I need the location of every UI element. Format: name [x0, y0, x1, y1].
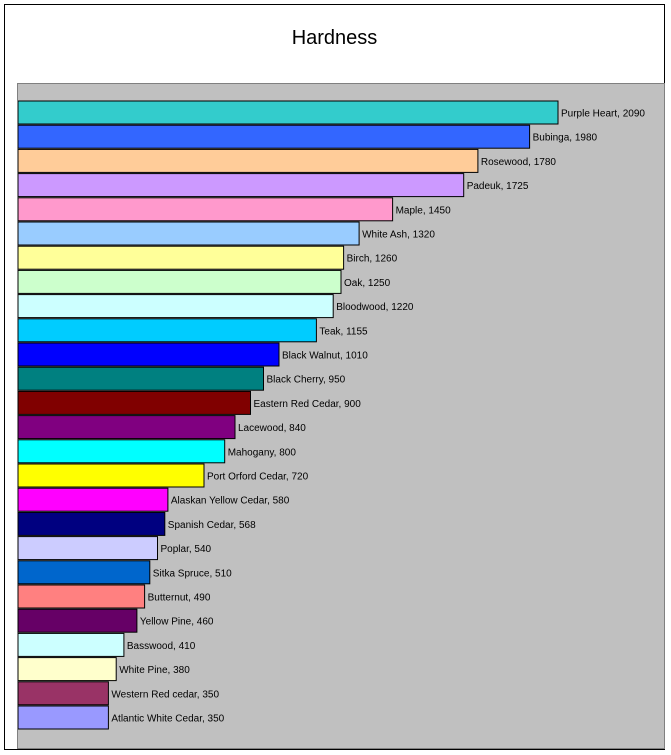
- bar-white-ash: [17, 221, 360, 246]
- bar-purple-heart: [17, 100, 559, 125]
- data-label-maple: Maple, 1450: [396, 205, 451, 216]
- bar-butternut: [17, 584, 146, 609]
- data-label-black-walnut: Black Walnut, 1010: [282, 351, 368, 362]
- data-label-western-red-cedar: Western Red cedar, 350: [111, 689, 219, 700]
- data-label-white-pine: White Pine, 380: [119, 665, 190, 676]
- chart-frame: Hardness Purple Heart, 2090 Bubinga, 1980…: [4, 4, 665, 750]
- bar-poplar: [17, 536, 158, 561]
- data-label-alaskan-yellow-cedar: Alaskan Yellow Cedar, 580: [171, 496, 290, 507]
- bar-bloodwood: [17, 294, 334, 319]
- data-label-padeuk: Padeuk, 1725: [467, 181, 529, 192]
- bar-spanish-cedar: [17, 511, 166, 536]
- data-label-bloodwood: Bloodwood, 1220: [336, 302, 414, 313]
- bar-western-red-cedar: [17, 681, 109, 706]
- data-label-rosewood: Rosewood, 1780: [481, 157, 556, 168]
- data-label-birch: Birch, 1260: [347, 254, 398, 265]
- data-label-mahogany: Mahogany, 800: [228, 447, 297, 458]
- data-label-butternut: Butternut, 490: [148, 593, 211, 604]
- data-label-spanish-cedar: Spanish Cedar, 568: [168, 520, 256, 531]
- bar-maple: [17, 197, 394, 222]
- data-label-sitka-spruce: Sitka Spruce, 510: [153, 568, 232, 579]
- bar-rosewood: [17, 148, 479, 173]
- data-label-yellow-pine: Yellow Pine, 460: [140, 617, 214, 628]
- data-label-purple-heart: Purple Heart, 2090: [561, 109, 645, 120]
- data-label-atlantic-white-cedar: Atlantic White Cedar, 350: [111, 714, 224, 725]
- bar-oak: [17, 269, 342, 294]
- data-label-oak: Oak, 1250: [344, 278, 391, 289]
- bars-svg: Purple Heart, 2090 Bubinga, 1980 Rosewood,…: [17, 100, 645, 730]
- bar-white-pine: [17, 657, 117, 682]
- bar-birch: [17, 245, 345, 270]
- bar-atlantic-white-cedar: [17, 705, 109, 730]
- bar-lacewood: [17, 415, 236, 440]
- data-label-lacewood: Lacewood, 840: [238, 423, 306, 434]
- data-label-bubinga: Bubinga, 1980: [533, 133, 598, 144]
- bar-mahogany: [17, 439, 226, 464]
- data-label-eastern-red-cedar: Eastern Red Cedar, 900: [254, 399, 362, 410]
- bar-alaskan-yellow-cedar: [17, 487, 169, 512]
- data-label-black-cherry: Black Cherry, 950: [267, 375, 346, 386]
- data-label-teak: Teak, 1155: [319, 326, 368, 337]
- bar-black-cherry: [17, 366, 264, 391]
- bar-padeuk: [17, 173, 465, 198]
- bar-basswood: [17, 632, 125, 657]
- bar-yellow-pine: [17, 608, 138, 633]
- data-label-poplar: Poplar, 540: [161, 544, 212, 555]
- data-label-basswood: Basswood, 410: [127, 641, 196, 652]
- data-label-white-ash: White Ash, 1320: [362, 230, 435, 241]
- bar-bubinga: [17, 124, 531, 149]
- bar-black-walnut: [17, 342, 280, 367]
- data-label-port-orford-cedar: Port Orford Cedar, 720: [207, 472, 309, 483]
- bar-teak: [17, 318, 317, 343]
- bar-eastern-red-cedar: [17, 390, 251, 415]
- bar-port-orford-cedar: [17, 463, 205, 488]
- chart-title: Hardness: [291, 27, 378, 49]
- bar-sitka-spruce: [17, 560, 151, 585]
- plot-area: Purple Heart, 2090 Bubinga, 1980 Rosewood,…: [17, 83, 665, 749]
